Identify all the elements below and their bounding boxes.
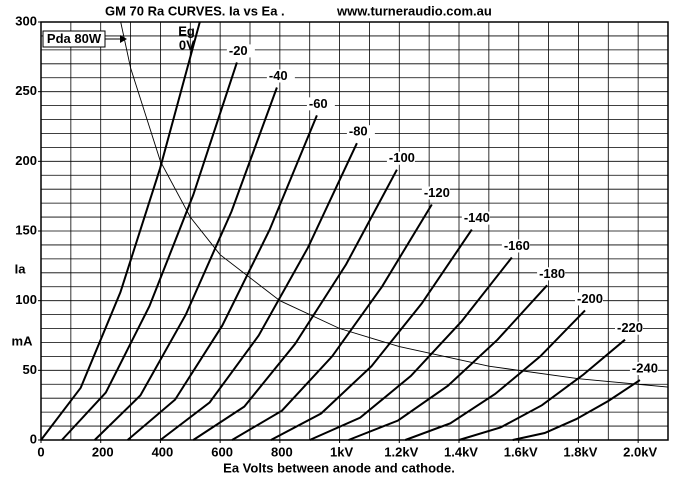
series-label: -20 <box>229 43 248 58</box>
pd-label: Pda 80W <box>47 31 102 46</box>
label-bg <box>501 239 530 253</box>
curve <box>40 21 201 441</box>
curve <box>61 62 238 441</box>
label-bg <box>421 186 450 200</box>
series-label: -80 <box>349 124 368 139</box>
label-bg <box>346 125 375 139</box>
label-bg <box>306 97 335 111</box>
curve <box>120 22 668 388</box>
label-bg <box>537 267 566 281</box>
curve-param-label: Eg <box>178 23 195 38</box>
chart-title: GM 70 Ra CURVES. Ia vs Ea . <box>105 3 285 18</box>
series-label: -120 <box>424 185 450 200</box>
curve <box>231 203 433 441</box>
label-bg <box>266 69 295 83</box>
curve <box>126 115 318 441</box>
curve <box>192 169 398 441</box>
y-tick-label: 0 <box>30 431 37 446</box>
y-tick-label: 300 <box>15 13 37 28</box>
curve <box>94 87 278 441</box>
series-label: -160 <box>504 238 530 253</box>
curve <box>404 309 586 441</box>
chart-subtitle: www.turneraudio.com.au <box>336 3 492 18</box>
y-axis-unit: mA <box>12 333 34 348</box>
label-bg <box>574 292 603 306</box>
series-label: -220 <box>617 320 643 335</box>
series-label: -240 <box>632 361 658 376</box>
x-tick-label: 400 <box>152 444 174 459</box>
label-bg <box>615 321 644 335</box>
x-tick-label: 0 <box>37 444 44 459</box>
y-tick-label: 50 <box>23 362 37 377</box>
x-tick-label: 600 <box>211 444 233 459</box>
series-label: -40 <box>269 68 288 83</box>
label-bg <box>461 211 490 225</box>
x-tick-label: 800 <box>271 444 293 459</box>
x-tick-label: 1.2kV <box>384 444 418 459</box>
x-tick-label: 1kV <box>330 444 353 459</box>
x-tick-label: 1.6kV <box>504 444 538 459</box>
curve <box>512 379 641 441</box>
curve <box>270 229 473 441</box>
series-label: -100 <box>389 150 415 165</box>
label-bg <box>629 362 658 376</box>
y-tick-label: 150 <box>15 222 37 237</box>
curve <box>348 284 548 441</box>
x-tick-label: 1.8kV <box>563 444 597 459</box>
y-tick-label: 100 <box>15 292 37 307</box>
series-label: 0V <box>179 37 195 52</box>
x-axis-label: Ea Volts between anode and cathode. <box>223 460 455 475</box>
pd-arrowhead <box>120 35 127 43</box>
curve <box>309 256 513 441</box>
y-tick-label: 200 <box>15 153 37 168</box>
label-bg <box>226 44 255 58</box>
x-tick-label: 1.4kV <box>444 444 478 459</box>
series-label: -60 <box>309 96 328 111</box>
series-label: -140 <box>464 210 490 225</box>
curve <box>458 338 626 441</box>
curve <box>159 142 358 441</box>
label-bg <box>386 151 415 165</box>
y-tick-label: 250 <box>15 83 37 98</box>
x-tick-label: 2.0kV <box>623 444 657 459</box>
series-label: -200 <box>577 291 603 306</box>
y-axis-label: Ia <box>15 261 27 276</box>
x-tick-label: 200 <box>92 444 114 459</box>
series-label: -180 <box>539 266 565 281</box>
